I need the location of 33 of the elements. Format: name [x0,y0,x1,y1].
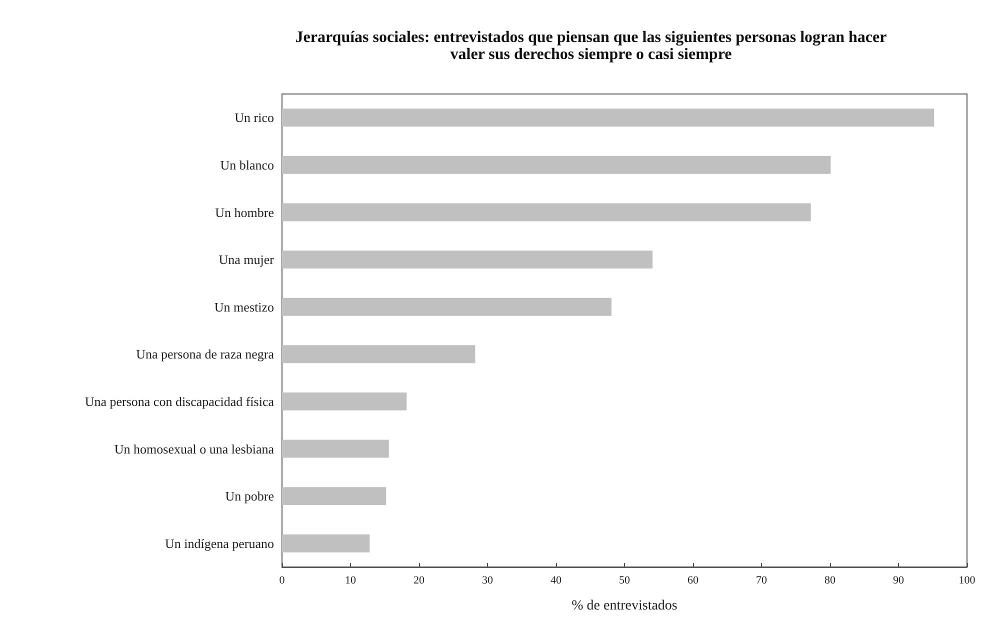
bar [282,392,407,410]
y-tick-label: Una persona con discapacidad física [84,394,274,409]
x-tick-label: 30 [482,574,494,586]
x-tick-label: 70 [756,574,768,586]
y-tick-label: Un pobre [225,488,274,504]
x-tick-label: 100 [958,574,976,586]
x-tick-label: 60 [688,574,699,586]
bar [282,156,831,174]
y-tick-label: Un rico [234,110,274,126]
bar [282,108,934,127]
bar [282,345,476,364]
x-tick-label: 10 [345,574,356,586]
bar [282,440,389,458]
x-tick-label: 90 [893,574,904,586]
bar [282,298,612,316]
x-tick-label: 20 [414,574,425,586]
x-tick-label: 80 [824,574,836,586]
bar [282,203,811,222]
bar [282,534,370,552]
x-axis-title: % de entrevistados [572,598,678,614]
x-tick-label: 0 [279,574,286,586]
chart-title: Jerarquías sociales: entrevistados que piensan que las siguientes personas logran hacer valer sus derechos siempre o casi siempre [295,29,887,63]
y-tick-label: Un indígena peruano [164,536,274,551]
y-tick-label: Una persona de raza negra [136,346,274,362]
bar [282,487,386,506]
y-tick-label: Una mujer [218,252,275,268]
y-tick-label: Un homosexual o una lesbiana [114,441,274,456]
x-tick-label: 40 [550,574,562,586]
x-tick-label: 50 [619,574,630,586]
y-tick-label: Un blanco [220,157,274,172]
y-tick-label: Un mestizo [214,299,274,314]
bar [282,250,653,269]
y-tick-label: Un hombre [215,204,274,220]
